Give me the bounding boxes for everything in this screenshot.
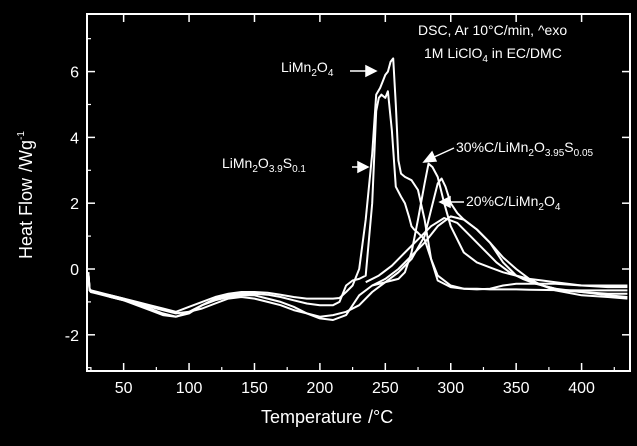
- annotation-20c-limn2o4: 20%C/LiMn2O4: [466, 193, 561, 213]
- y-axis-title: Heat Flow/Wg-1: [16, 131, 36, 259]
- series-line-5: [365, 217, 628, 298]
- x-tick-label-400: 400: [568, 380, 595, 397]
- arrow-30c: [431, 147, 455, 159]
- arrow-head-limn2o4: [365, 64, 378, 78]
- x-tick-label-250: 250: [372, 380, 399, 397]
- series-line-6: [371, 215, 628, 300]
- x-tick-label-300: 300: [437, 380, 464, 397]
- x-axis-unit: /°C: [368, 407, 393, 427]
- x-tick-label-350: 350: [503, 380, 530, 397]
- arrow-head-20c: [438, 195, 451, 209]
- arrow-head-limn2o39: [357, 160, 370, 174]
- y-tick-label-4: 4: [70, 130, 79, 147]
- y-tick-label-0: 0: [70, 262, 79, 279]
- y-tick-label-6: 6: [70, 65, 79, 82]
- x-tick-label-150: 150: [241, 380, 268, 397]
- info-line-2-a: 1M LiClO: [424, 45, 482, 61]
- series-line-3: [87, 162, 628, 321]
- annotation-limn2o4: LiMn2O4: [281, 59, 334, 79]
- annotation-30c-limn2o395s005: 30%C/LiMn2O3.95S0.05: [456, 139, 594, 159]
- info-line-2-sub: 4: [482, 54, 488, 65]
- annotation-arrows: [350, 64, 464, 209]
- series-line-4: [87, 177, 628, 318]
- x-tick-label-200: 200: [307, 380, 334, 397]
- annotation-limn2o39s01: LiMn2O3.9S0.1: [222, 155, 306, 175]
- plot-frame: [86, 13, 631, 372]
- x-axis-title: Temperature: [261, 407, 362, 427]
- info-line-2: 1M LiClO4 in EC/DMC: [424, 45, 562, 65]
- info-line-1: DSC, Ar 10°C/min, ^exo: [418, 22, 567, 38]
- x-tick-label-50: 50: [115, 380, 133, 397]
- y-tick-label-2: 2: [70, 196, 79, 213]
- plot-layer: [87, 57, 628, 321]
- arrow-head-30c: [422, 150, 438, 163]
- axis-layer: 50 100 150 200 250 300 350 400 -2 0 2 4 6: [65, 13, 631, 397]
- info-line-2-b: in EC/DMC: [488, 45, 562, 61]
- y-tick-label--2: -2: [65, 328, 79, 345]
- x-tick-label-100: 100: [176, 380, 203, 397]
